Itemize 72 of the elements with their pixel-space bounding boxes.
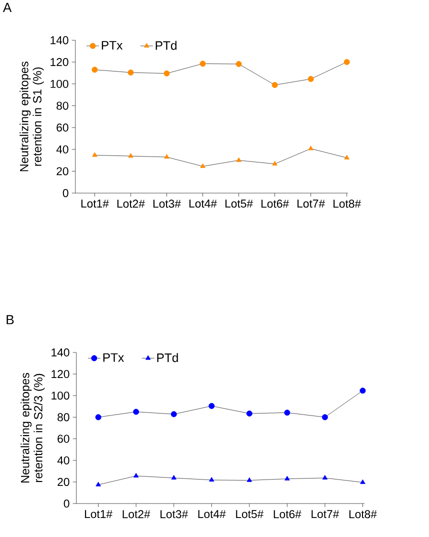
legend-label: PTx xyxy=(103,353,124,362)
x-tick-label: Lot5# xyxy=(236,510,264,518)
chart-title: B xyxy=(6,315,14,324)
x-tick-label: Lot8# xyxy=(333,200,361,208)
y-tick-label: 100 xyxy=(50,80,68,88)
x-tick-label: Lot1# xyxy=(81,200,109,208)
point xyxy=(236,157,242,162)
point xyxy=(308,76,314,82)
point xyxy=(344,59,350,66)
point xyxy=(246,410,252,417)
x-tick-label: Lot7# xyxy=(312,510,340,518)
point xyxy=(128,70,134,76)
y-tick-label: 0 xyxy=(62,189,68,198)
legend-label: PTd xyxy=(156,40,176,50)
point xyxy=(200,60,206,67)
x-tick-label: Lot4# xyxy=(189,200,217,208)
x-tick-label: Lot6# xyxy=(274,510,302,518)
x-tick-label: Lot7# xyxy=(297,200,325,208)
y-tick-label: 140 xyxy=(52,348,70,356)
x-tick-label: Lot4# xyxy=(198,510,226,518)
y-tick-label: 60 xyxy=(56,124,68,132)
x-tick-label: Lot3# xyxy=(160,510,188,518)
point xyxy=(95,414,102,420)
point xyxy=(170,411,177,418)
point xyxy=(92,66,98,73)
point xyxy=(208,477,214,482)
y-tick-label: 100 xyxy=(52,392,70,400)
point xyxy=(246,477,252,482)
y-tick-label: 20 xyxy=(58,478,70,486)
legend-label: PTd xyxy=(157,353,178,362)
y-tick-label: 60 xyxy=(58,434,70,443)
y-tick-label: 40 xyxy=(57,456,70,464)
y-tick-label: 120 xyxy=(50,58,68,66)
point xyxy=(272,82,278,88)
y-tick-label: 80 xyxy=(57,413,70,422)
y-tick-label: 80 xyxy=(56,102,68,110)
point xyxy=(360,388,366,394)
x-tick-label: Lot6# xyxy=(261,200,289,208)
y-axis-title: Neutralizing epitopes retention in S2/3 (%) xyxy=(20,372,45,483)
point xyxy=(164,154,170,159)
point xyxy=(344,154,350,160)
x-tick-label: Lot2# xyxy=(122,510,150,518)
y-tick-label: 20 xyxy=(56,167,68,176)
x-tick-label: Lot3# xyxy=(153,200,181,208)
y-tick-label: 120 xyxy=(52,370,70,378)
point xyxy=(171,474,176,480)
point xyxy=(322,474,328,480)
point xyxy=(164,70,170,76)
point xyxy=(236,61,242,68)
point xyxy=(133,472,139,478)
legend-label: PTx xyxy=(102,41,122,50)
point xyxy=(284,410,290,416)
point xyxy=(92,152,98,157)
x-tick-label: Lot1# xyxy=(84,510,112,518)
point xyxy=(96,482,101,486)
point xyxy=(132,408,139,415)
y-axis-title: Neutralizing epitopes retention in S1 (%) xyxy=(20,62,44,172)
point xyxy=(360,479,366,484)
x-tick-label: Lot8# xyxy=(349,510,377,518)
point xyxy=(128,153,134,158)
x-tick-label: Lot5# xyxy=(225,200,253,208)
point xyxy=(322,414,328,420)
y-tick-label: 0 xyxy=(64,500,70,508)
y-tick-label: 40 xyxy=(56,145,68,154)
point xyxy=(308,146,314,150)
chart-title: A xyxy=(2,2,12,12)
point xyxy=(208,402,214,409)
point xyxy=(200,163,206,168)
point xyxy=(284,476,290,480)
y-tick-label: 140 xyxy=(50,36,68,44)
x-tick-label: Lot2# xyxy=(117,200,145,208)
point xyxy=(272,160,278,166)
